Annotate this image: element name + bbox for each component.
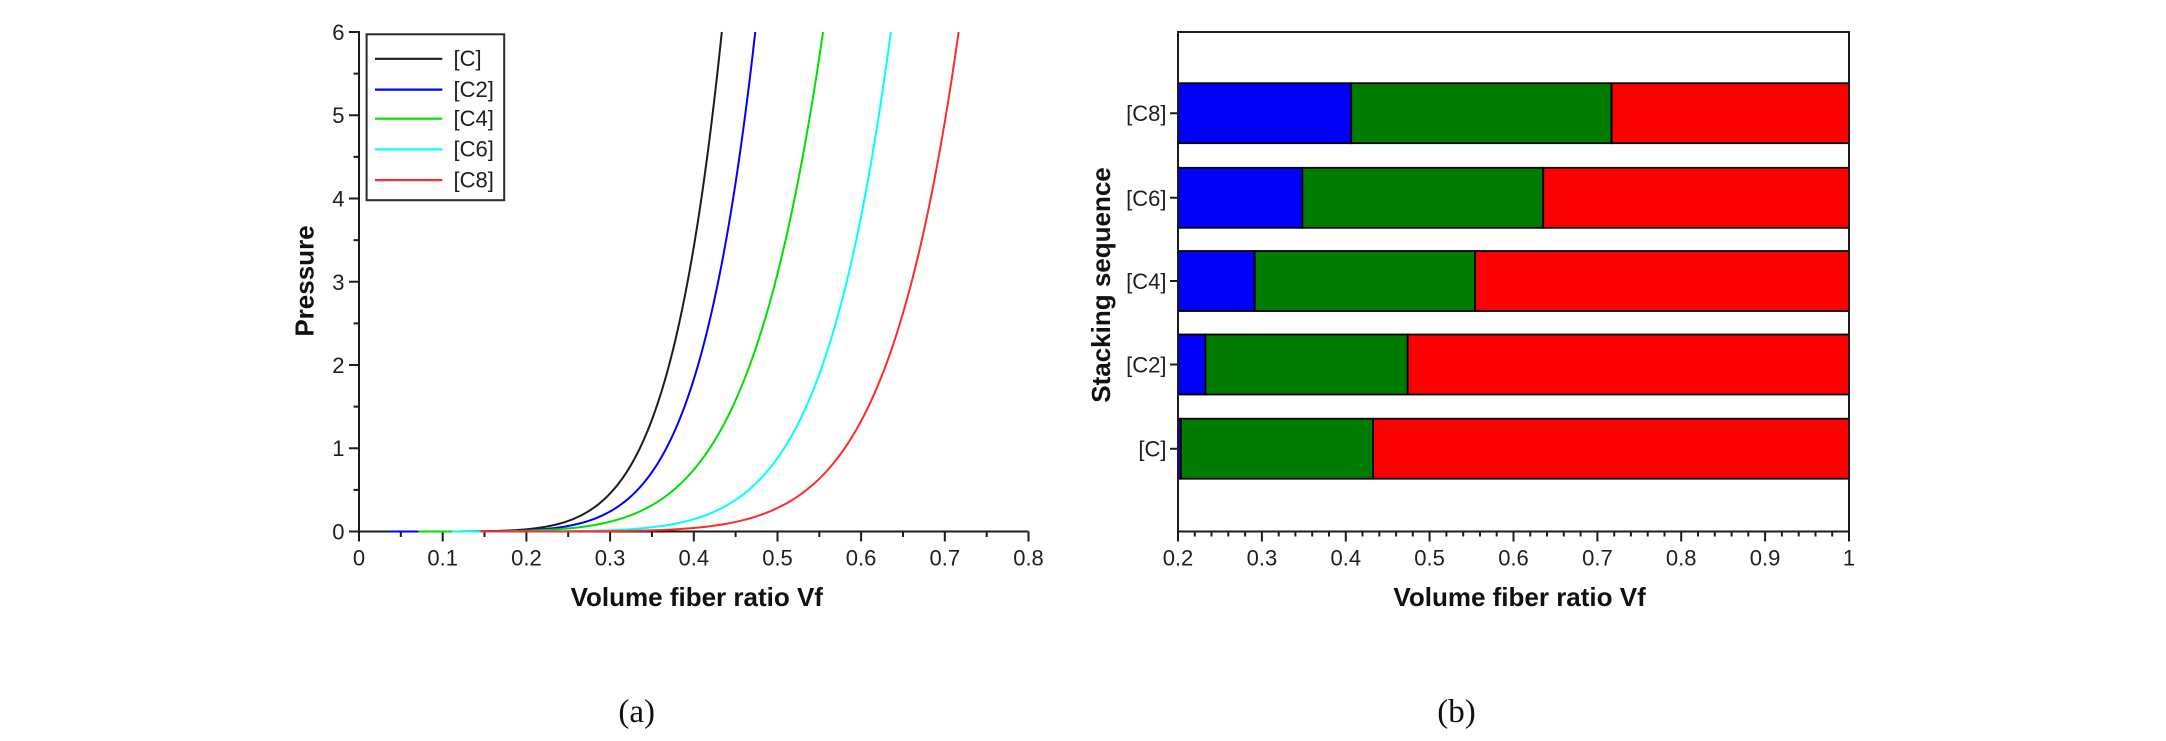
svg-text:0.5: 0.5 (762, 546, 793, 571)
svg-text:0.4: 0.4 (679, 546, 710, 571)
svg-text:[C2]: [C2] (454, 77, 494, 102)
svg-text:5: 5 (332, 103, 344, 128)
svg-text:[C6]: [C6] (454, 137, 494, 162)
svg-text:0.8: 0.8 (1013, 546, 1044, 571)
svg-text:[C4]: [C4] (454, 106, 494, 131)
svg-text:[C8]: [C8] (1126, 101, 1166, 126)
svg-text:4: 4 (332, 187, 344, 212)
svg-text:1: 1 (332, 436, 344, 461)
svg-text:[C4]: [C4] (1126, 269, 1166, 294)
svg-text:0.6: 0.6 (846, 546, 877, 571)
svg-text:0.4: 0.4 (1331, 546, 1362, 571)
svg-text:0.3: 0.3 (1247, 546, 1278, 571)
svg-text:0.9: 0.9 (1750, 546, 1781, 571)
svg-text:0.2: 0.2 (1163, 546, 1194, 571)
svg-text:Stacking sequence: Stacking sequence (1086, 167, 1116, 403)
svg-text:Volume fiber ratio Vf: Volume fiber ratio Vf (1393, 582, 1646, 612)
svg-text:6: 6 (332, 20, 344, 45)
svg-text:0.1: 0.1 (427, 546, 458, 571)
svg-text:[C]: [C] (454, 46, 482, 71)
svg-text:0.7: 0.7 (1582, 546, 1613, 571)
svg-text:0.5: 0.5 (1414, 546, 1445, 571)
svg-text:[C2]: [C2] (1126, 353, 1166, 378)
svg-text:0: 0 (332, 520, 344, 545)
svg-text:0.7: 0.7 (930, 546, 961, 571)
svg-text:(a): (a) (618, 694, 655, 730)
svg-text:0.8: 0.8 (1666, 546, 1697, 571)
svg-text:(b): (b) (1437, 694, 1475, 730)
svg-text:0.2: 0.2 (511, 546, 542, 571)
svg-text:[C6]: [C6] (1126, 186, 1166, 211)
svg-text:Volume fiber ratio Vf: Volume fiber ratio Vf (571, 582, 824, 612)
svg-text:Pressure: Pressure (289, 225, 319, 336)
svg-text:[C]: [C] (1138, 437, 1166, 462)
svg-text:3: 3 (332, 270, 344, 295)
svg-text:[C8]: [C8] (454, 167, 494, 192)
svg-text:1: 1 (1843, 546, 1855, 571)
svg-text:2: 2 (332, 353, 344, 378)
svg-text:0.6: 0.6 (1498, 546, 1529, 571)
svg-text:0: 0 (353, 546, 365, 571)
svg-text:0.3: 0.3 (595, 546, 626, 571)
